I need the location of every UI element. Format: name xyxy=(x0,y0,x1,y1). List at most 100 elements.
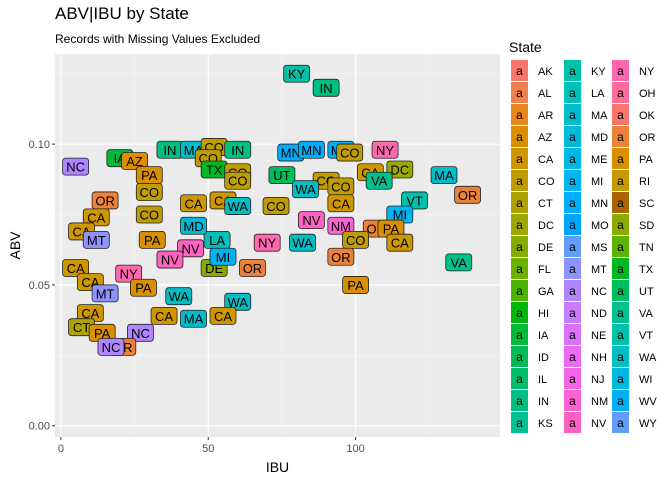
legend-key-glyph: a xyxy=(617,86,624,100)
data-point-label: IN xyxy=(156,140,184,159)
legend-key-glyph: a xyxy=(516,218,523,232)
legend-key-glyph: a xyxy=(617,196,624,210)
legend-label: AR xyxy=(538,110,553,122)
data-point-text: CA xyxy=(81,306,99,321)
data-point-label: CO xyxy=(262,197,290,215)
legend-key-glyph: a xyxy=(617,284,624,298)
data-point-label: NV xyxy=(297,211,325,230)
legend-label: CT xyxy=(538,198,553,210)
legend-label: UT xyxy=(639,286,654,298)
legend-label: VA xyxy=(639,308,654,320)
data-point-label: WA xyxy=(165,287,193,306)
legend-item: a ND xyxy=(564,302,607,323)
legend-label: NC xyxy=(591,286,607,298)
y-tick-label: 0.10 xyxy=(29,139,50,151)
x-tick-label: 100 xyxy=(346,443,364,455)
legend-key xyxy=(511,170,528,191)
data-point-text: MA xyxy=(184,312,204,327)
data-point-box xyxy=(121,152,148,170)
legend-label: PA xyxy=(639,154,654,166)
legend-label: ID xyxy=(538,352,549,364)
legend-label: DC xyxy=(538,220,554,232)
data-point-box xyxy=(135,205,163,224)
data-point-label: LA xyxy=(203,230,231,249)
legend-key-glyph: a xyxy=(516,130,523,144)
legend-key xyxy=(511,412,528,433)
legend-item: a IN xyxy=(511,390,549,411)
y-tick-label: 0.05 xyxy=(29,280,50,292)
data-point-text: WA xyxy=(227,295,248,310)
legend-label: NE xyxy=(591,330,606,342)
axes: 0 50 100 0.00 0.05 0.10 IBU ABV xyxy=(7,139,365,475)
legend-key xyxy=(612,236,629,257)
legend-key xyxy=(511,82,528,103)
legend-label: MS xyxy=(591,242,608,254)
data-point-label: WA xyxy=(289,233,316,252)
legend-key-glyph: a xyxy=(569,306,576,320)
data-point-box xyxy=(150,307,178,325)
data-point-box xyxy=(289,233,316,252)
legend-key xyxy=(564,324,581,345)
data-point-box xyxy=(82,208,110,227)
data-point-label: WA xyxy=(224,292,252,311)
legend-key-glyph: a xyxy=(569,350,576,364)
legend-key xyxy=(511,214,528,235)
legend-key xyxy=(564,412,581,433)
legend-key xyxy=(612,104,629,125)
data-point-label: PA xyxy=(138,230,166,249)
legend-key-glyph: a xyxy=(617,416,624,430)
legend-key xyxy=(612,390,629,411)
data-point-label: PA xyxy=(135,166,163,184)
data-point-box xyxy=(115,264,143,283)
legend-key xyxy=(564,368,581,389)
legend-key xyxy=(564,302,581,323)
legend-label: FL xyxy=(538,264,551,276)
legend-label: WA xyxy=(639,352,657,364)
data-point-label: CO xyxy=(342,230,369,249)
legend-label: HI xyxy=(538,308,549,320)
y-tick-label: 0.00 xyxy=(29,421,50,433)
legend-key-glyph: a xyxy=(617,262,624,276)
data-point-label: VA xyxy=(365,171,393,190)
legend-key-glyph: a xyxy=(617,394,624,408)
legend-item: a ME xyxy=(564,148,608,169)
data-point-text: OR xyxy=(458,188,478,203)
legend-item: a OR xyxy=(612,126,656,147)
data-point-label: NM xyxy=(327,216,355,235)
legend-key-glyph: a xyxy=(617,108,624,122)
data-point-label: NC xyxy=(127,323,154,342)
legend-key xyxy=(511,236,528,257)
data-point-box xyxy=(401,191,428,210)
legend-item: a TX xyxy=(612,258,654,279)
legend-item: a MI xyxy=(564,170,603,191)
legend-label: WY xyxy=(639,418,657,430)
legend-key xyxy=(564,192,581,213)
data-point-text: PA xyxy=(135,281,152,296)
legend-key xyxy=(564,258,581,279)
data-point-text: VA xyxy=(451,255,468,270)
legend-item: a IL xyxy=(511,368,547,389)
legend-key-glyph: a xyxy=(617,152,624,166)
data-point-box xyxy=(327,216,355,235)
legend-key-glyph: a xyxy=(617,240,624,254)
legend-key-glyph: a xyxy=(617,64,624,78)
data-point-box xyxy=(371,140,399,159)
data-point-box xyxy=(165,287,193,306)
data-point-text: MD xyxy=(183,219,203,234)
legend-key xyxy=(612,60,629,81)
legend-key xyxy=(564,126,581,147)
legend-item: a IA xyxy=(511,324,549,345)
data-point-label: NY xyxy=(371,140,399,159)
data-point-text: MT xyxy=(96,286,115,301)
data-point-text: UT xyxy=(273,168,290,183)
legend-item: a NM xyxy=(564,390,608,411)
data-point-label: NY xyxy=(253,233,281,252)
data-point-text: CO xyxy=(228,174,248,189)
legend-key xyxy=(564,148,581,169)
data-point-box xyxy=(156,250,184,269)
data-point-text: CA xyxy=(214,309,232,324)
data-point-label: AZ xyxy=(121,152,148,170)
legend-label: CO xyxy=(538,176,555,188)
legend-item: a WV xyxy=(612,390,657,411)
